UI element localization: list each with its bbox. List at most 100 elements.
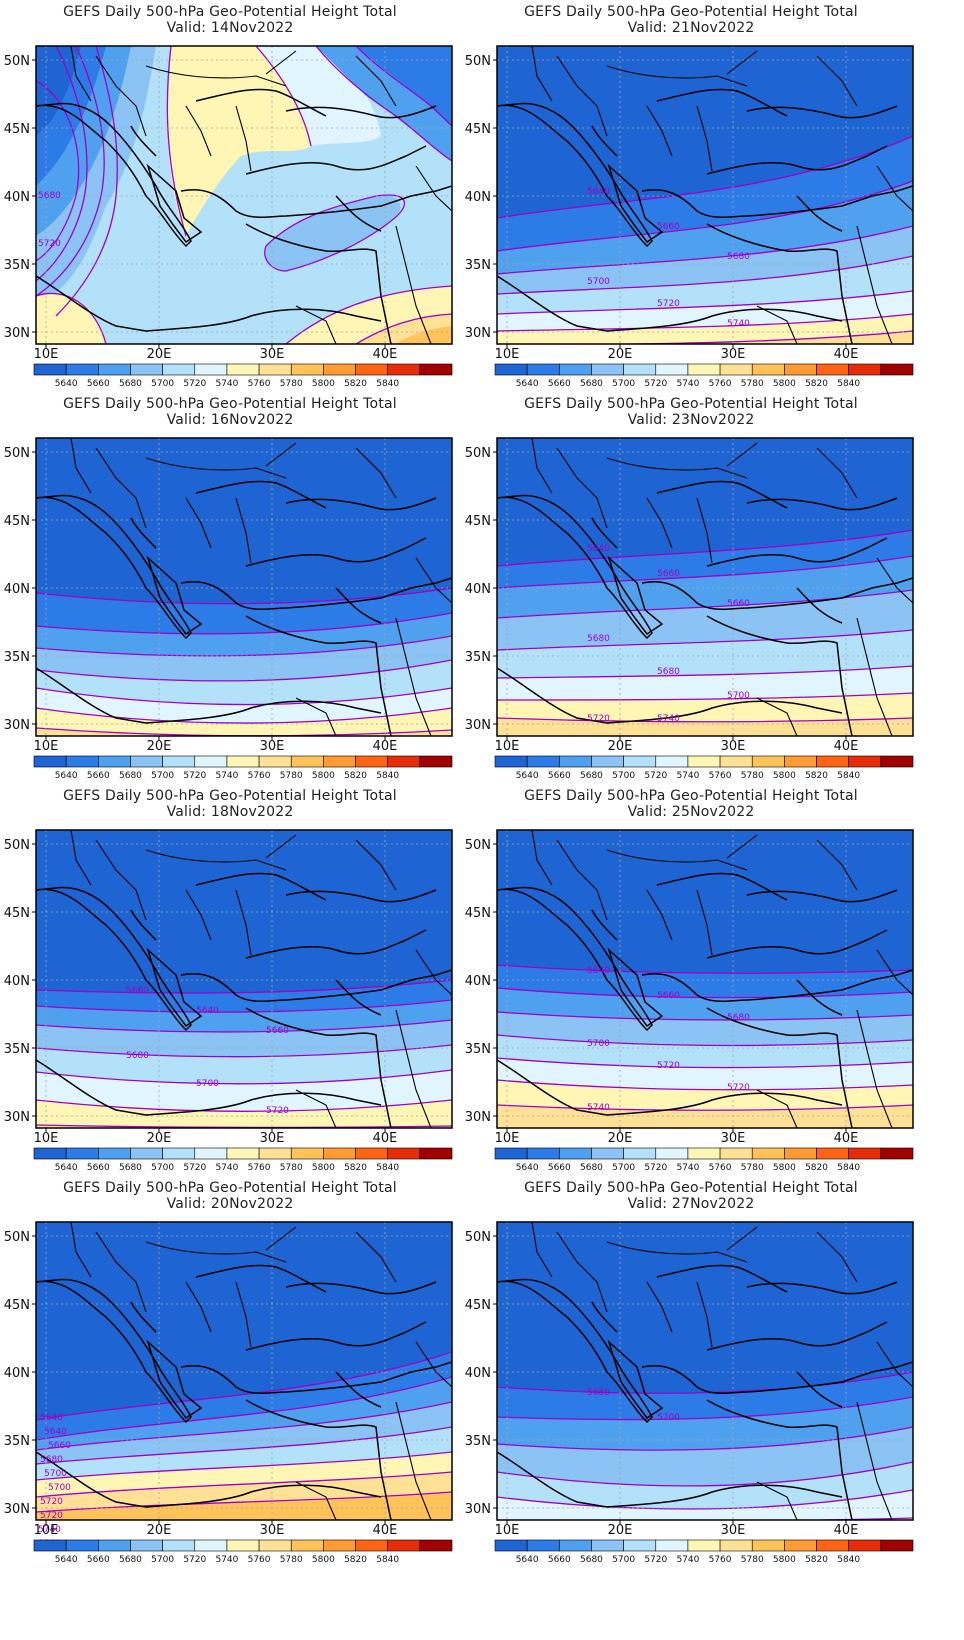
coastline: [796, 1371, 843, 1408]
map-panel: GEFS Daily 500-hPa Geo-Potential Height …: [461, 1176, 921, 1568]
colorbar-swatch: [559, 1147, 592, 1160]
contour-line: [166, 46, 187, 237]
colorbar-swatch: [784, 363, 817, 376]
coastline: [607, 1339, 664, 1420]
coastline: [36, 1278, 192, 1424]
colorbar-label: 5720: [644, 771, 667, 781]
country-border: [70, 1222, 92, 1278]
map-frame: [35, 1221, 453, 1521]
colorbar-label: 5680: [119, 1555, 142, 1565]
lon-tick-label: 10E: [495, 739, 520, 754]
country-border: [145, 457, 287, 479]
country-border: [606, 65, 748, 87]
colorbar-label: 5720: [183, 379, 206, 389]
contour-line: [36, 999, 452, 1013]
contour-label: 5740: [727, 319, 750, 329]
panel-valid-date: Valid: 14Nov2022: [166, 20, 294, 36]
coastline: [641, 185, 913, 218]
contour-label: 5680: [657, 667, 680, 677]
map-field: [497, 830, 913, 1128]
colorbar-swatch: [816, 1147, 849, 1160]
contour-line: [36, 1351, 452, 1421]
colorbar-label: 5760: [248, 1555, 271, 1565]
colorbar-swatch: [290, 363, 324, 376]
height-band: [167, 46, 311, 236]
colorbar-label: 5640: [55, 771, 78, 781]
colorbar-label: 5800: [773, 379, 796, 389]
coastline: [130, 125, 157, 157]
lat-tick-label: 50N: [4, 1230, 30, 1245]
colorbar-swatch: [623, 755, 657, 768]
colorbar-label: 5740: [215, 1555, 238, 1565]
coastline: [245, 537, 427, 567]
country-border: [556, 447, 608, 529]
country-border: [265, 834, 297, 859]
panel-valid-date: Valid: 23Nov2022: [627, 412, 755, 428]
lat-tick-label: 40N: [4, 1366, 30, 1381]
colorbar-swatch: [880, 363, 914, 376]
colorbar-swatch: [65, 1539, 99, 1552]
map-frame: [496, 437, 914, 737]
lon-tick-label: 10E: [34, 1131, 59, 1146]
colorbar-swatch: [751, 363, 785, 376]
colorbar-swatch: [687, 363, 721, 376]
colorbar-label: 5800: [773, 771, 796, 781]
coastline: [706, 537, 888, 567]
lat-tick-label: 50N: [4, 446, 30, 461]
contour-line: [255, 46, 312, 147]
contour-label: 5700: [587, 277, 610, 287]
map-figure: 5660 5640 5660 5680 5700 5720 50N 45N 40N 35N 30N 1…: [4, 829, 453, 1173]
panel-title: GEFS Daily 500-hPa Geo-Potential Height …: [0, 396, 460, 428]
colorbar-swatch: [323, 755, 356, 768]
lon-tick-label: 30E: [721, 347, 746, 362]
contour-label: 5720: [38, 239, 61, 249]
lat-tick-label: 50N: [465, 54, 491, 69]
colorbar-label: 5840: [376, 1163, 399, 1173]
colorbar-label: 5840: [376, 1555, 399, 1565]
contour-line: [36, 292, 107, 344]
panel-valid-date: Valid: 16Nov2022: [166, 412, 294, 428]
coastline: [130, 909, 157, 941]
map-panel: GEFS Daily 500-hPa Geo-Potential Height …: [461, 784, 921, 1176]
colorbar-swatch: [880, 1147, 914, 1160]
contour-line: [497, 555, 913, 589]
coastline: [245, 1007, 392, 1128]
lat-tick-label: 45N: [4, 1298, 30, 1313]
contour-line: [36, 1401, 452, 1451]
colorbar-swatch: [33, 755, 67, 768]
colorbar-swatch: [494, 363, 528, 376]
colorbar-swatch: [387, 363, 421, 376]
colorbar-label: 5680: [119, 771, 142, 781]
lon-tick-label: 10E: [34, 347, 59, 362]
lat-tick-label: 40N: [4, 190, 30, 205]
colorbar-swatch: [623, 363, 657, 376]
panel-title-line: GEFS Daily 500-hPa Geo-Potential Height …: [524, 788, 858, 804]
coastline: [591, 1301, 618, 1333]
lat-tick-label: 45N: [465, 514, 491, 529]
country-border: [726, 50, 758, 75]
lon-tick-label: 40E: [373, 1131, 398, 1146]
contour-line: [497, 1104, 913, 1111]
coastline: [497, 1451, 843, 1508]
colorbar-swatch: [494, 1147, 528, 1160]
lat-tick-label: 45N: [4, 906, 30, 921]
contour-line: [355, 313, 452, 344]
contour-label: 5680: [126, 1051, 149, 1061]
contour-label: 5640: [587, 544, 610, 554]
colorbar-label: 5820: [344, 379, 367, 389]
lat-tick-label: 30N: [465, 326, 491, 341]
map-figure: 5640 5660 5680 5700 5720 5740 50N 45N 40N 35N 30N 1…: [465, 45, 914, 389]
country-border: [816, 1231, 858, 1283]
coastline: [706, 615, 853, 736]
contour-label: 5640: [587, 187, 610, 197]
map-field: [497, 438, 913, 736]
lon-tick-label: 20E: [147, 347, 172, 362]
contour-line: [36, 687, 452, 706]
panel-title-line: GEFS Daily 500-hPa Geo-Potential Height …: [524, 1180, 858, 1196]
contour-label: 5680: [587, 634, 610, 644]
lat-tick-label: 50N: [4, 54, 30, 69]
colorbar-swatch: [323, 1539, 356, 1552]
lon-tick-label: 20E: [147, 1523, 172, 1538]
colorbar-label: 5660: [87, 771, 110, 781]
